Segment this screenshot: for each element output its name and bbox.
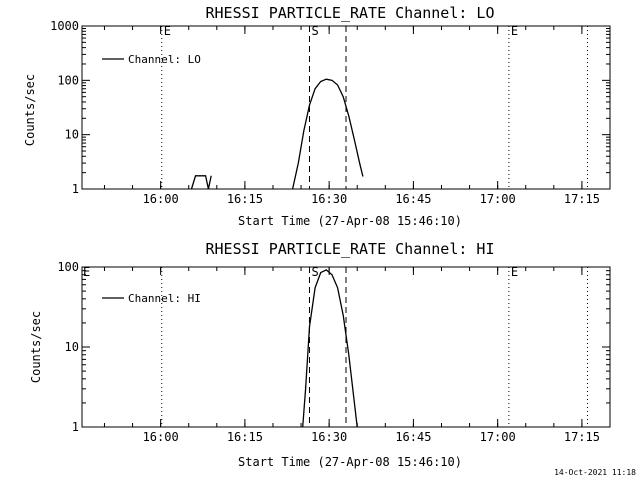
marker-label: S xyxy=(311,24,318,38)
marker-label: E xyxy=(511,265,518,279)
y-tick-label: 10 xyxy=(65,340,79,354)
y-tick-label: 100 xyxy=(57,260,79,274)
y-tick-label: 1 xyxy=(72,182,79,196)
x-tick-label: 16:30 xyxy=(311,192,347,206)
x-tick-label: 17:15 xyxy=(564,192,600,206)
y-axis-label: Counts/sec xyxy=(23,74,37,146)
marker-label: E xyxy=(511,24,518,38)
x-tick-label: 16:15 xyxy=(227,430,263,444)
x-tick-label: 16:15 xyxy=(227,192,263,206)
legend-label: Channel: HI xyxy=(128,292,201,305)
series-line xyxy=(190,175,212,190)
series-line xyxy=(291,78,364,190)
y-tick-label: 1 xyxy=(72,420,79,434)
x-tick-label: 17:00 xyxy=(480,430,516,444)
x-tick-label: 16:00 xyxy=(143,192,179,206)
x-tick-label: 16:30 xyxy=(311,430,347,444)
chart-hi: RHESSI PARTICLE_RATE Channel: HI Start T… xyxy=(29,240,611,469)
x-tick-label: 16:45 xyxy=(395,192,431,206)
x-tick-label: 17:00 xyxy=(480,192,516,206)
chart-title: RHESSI PARTICLE_RATE Channel: HI xyxy=(206,240,495,258)
marker-label: S xyxy=(311,265,318,279)
x-axis-label: Start Time (27-Apr-08 15:46:10) xyxy=(238,455,462,469)
x-axis-label: Start Time (27-Apr-08 15:46:10) xyxy=(238,214,462,228)
x-tick-label: 17:15 xyxy=(564,430,600,444)
chart-title: RHESSI PARTICLE_RATE Channel: LO xyxy=(206,4,495,22)
timestamp: 14-Oct-2021 11:18 xyxy=(554,468,636,477)
y-tick-label: 1000 xyxy=(50,19,79,33)
y-tick-label: 10 xyxy=(65,128,79,142)
y-axis-label: Counts/sec xyxy=(29,311,43,383)
series-line xyxy=(302,269,358,428)
chart-lo: RHESSI PARTICLE_RATE Channel: LO Start T… xyxy=(23,4,611,228)
marker-label: E xyxy=(83,265,90,279)
x-tick-label: 16:00 xyxy=(143,430,179,444)
legend-label: Channel: LO xyxy=(128,53,201,66)
y-tick-label: 100 xyxy=(57,73,79,87)
x-tick-label: 16:45 xyxy=(395,430,431,444)
marker-label: E xyxy=(164,24,171,38)
